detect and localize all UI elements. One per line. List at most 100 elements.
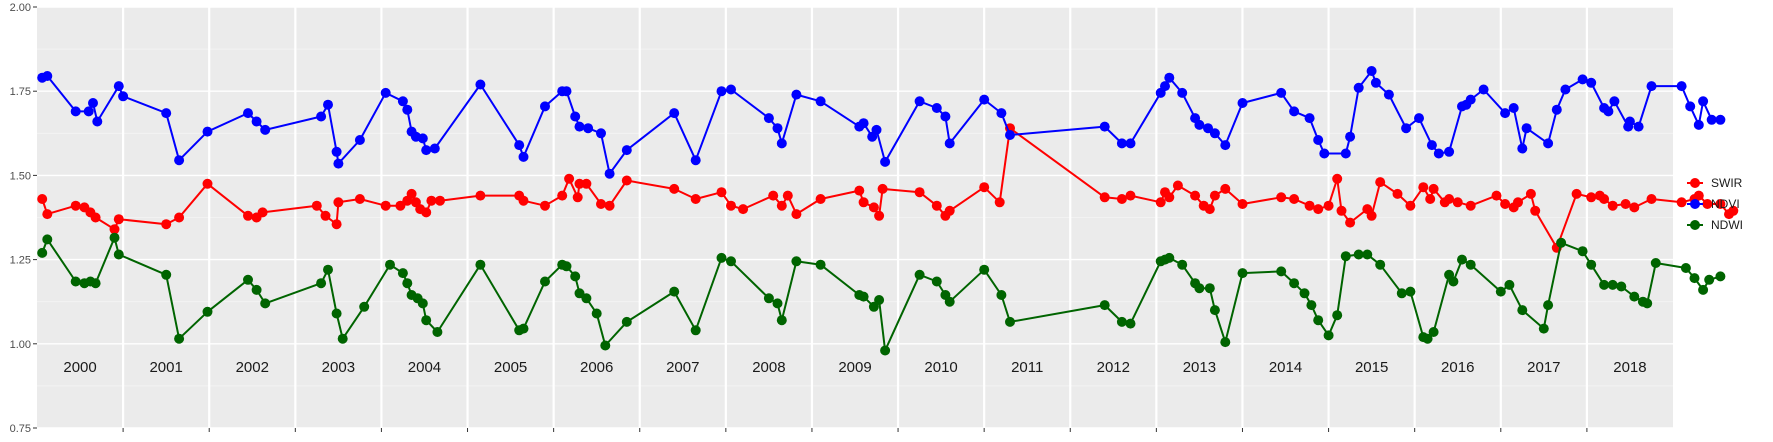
data-point-ndvi [421, 145, 432, 156]
year-label: 2003 [322, 359, 355, 376]
data-point-ndwi [323, 264, 333, 275]
data-point-ndvi [1304, 113, 1315, 124]
data-point-ndvi [583, 123, 594, 134]
data-point-ndvi [1508, 103, 1519, 113]
data-point-swir [243, 210, 253, 221]
data-point-ndwi [1538, 323, 1549, 334]
year-label: 2015 [1355, 359, 1388, 376]
data-point-ndwi [1629, 291, 1640, 302]
data-point-swir [113, 214, 124, 225]
data-point-swir [1676, 197, 1687, 208]
year-label: 2014 [1269, 359, 1302, 376]
data-point-ndvi [1194, 119, 1205, 130]
data-point-ndvi [1521, 123, 1532, 134]
series [37, 66, 1739, 356]
data-point-ndwi [1448, 276, 1459, 287]
year-label: 2008 [752, 359, 785, 376]
data-point-ndwi [690, 325, 701, 336]
year-label: 2001 [149, 359, 182, 376]
data-point-ndvi [1289, 106, 1300, 117]
data-point-swir [791, 209, 802, 220]
data-point-swir [518, 195, 529, 206]
data-point-swir [109, 224, 120, 235]
data-point-ndwi [1209, 305, 1220, 316]
data-point-swir [1599, 194, 1610, 204]
year-label: 2017 [1527, 359, 1560, 376]
y-tick-label: 1.00 [10, 339, 31, 351]
data-point-ndwi [1299, 288, 1310, 299]
data-point-ndvi [333, 158, 344, 169]
data-point-ndvi [1517, 143, 1528, 154]
data-point-swir [1190, 190, 1201, 201]
data-point-ndvi [1465, 94, 1476, 105]
data-point-ndwi [669, 286, 680, 297]
data-point-swir [1586, 192, 1597, 203]
data-point-swir [1099, 192, 1110, 203]
data-point-swir [1313, 204, 1324, 215]
data-point-ndwi [874, 295, 885, 305]
data-point-ndvi [1609, 96, 1620, 107]
data-point-swir [604, 200, 615, 211]
year-label: 2018 [1613, 359, 1646, 376]
data-point-swir [426, 195, 437, 206]
data-point-ndwi [1332, 310, 1343, 321]
data-point-swir [1345, 217, 1356, 228]
data-point-ndvi [113, 81, 124, 92]
data-point-swir [557, 190, 568, 201]
data-point-swir [1289, 194, 1300, 204]
data-point-ndvi [42, 71, 53, 81]
data-point-swir [1629, 202, 1640, 213]
data-point-ndvi [354, 135, 365, 145]
data-point-swir [1405, 200, 1416, 211]
data-point-ndwi [1194, 283, 1205, 294]
data-point-swir [1209, 190, 1220, 201]
data-point-ndvi [1603, 106, 1614, 117]
legend: SWIR NDVI NDWI [1687, 176, 1743, 232]
data-point-ndvi [1543, 138, 1554, 149]
data-point-ndwi [109, 232, 120, 243]
year-label: 2016 [1441, 359, 1474, 376]
data-point-swir [1491, 190, 1502, 201]
data-point-ndwi [359, 301, 370, 312]
data-point-swir [42, 209, 53, 220]
data-point-ndwi [1340, 251, 1351, 262]
data-point-ndwi [1116, 316, 1127, 327]
data-point-ndwi [1586, 259, 1597, 270]
data-point-ndwi [417, 298, 428, 309]
data-point-swir [1332, 173, 1343, 184]
data-point-ndvi [1478, 84, 1489, 95]
data-point-ndvi [1313, 135, 1324, 145]
data-point-ndvi [1401, 123, 1412, 134]
data-point-swir [475, 190, 486, 201]
legend-item-ndvi: NDVI [1687, 197, 1740, 211]
data-point-ndvi [561, 86, 572, 97]
data-point-ndwi [868, 301, 879, 312]
data-point-ndvi [161, 108, 172, 119]
data-point-ndwi [397, 268, 408, 279]
data-point-ndvi [1220, 140, 1231, 151]
data-point-swir [1728, 205, 1739, 216]
series-ndvi [37, 66, 1726, 179]
data-point-ndvi [979, 94, 990, 105]
data-point-ndvi [1203, 123, 1213, 134]
data-point-ndwi [402, 278, 413, 289]
data-point-ndwi [316, 278, 327, 289]
data-point-swir [174, 212, 185, 223]
data-point-swir [690, 194, 701, 204]
data-point-swir [669, 183, 680, 194]
data-point-swir [815, 194, 826, 204]
year-label: 2011 [1011, 359, 1043, 376]
data-point-ndwi [337, 333, 348, 344]
data-point-ndvi [1706, 114, 1717, 125]
data-point-ndwi [1715, 271, 1726, 282]
data-point-ndwi [1517, 305, 1528, 316]
data-point-ndvi [690, 155, 701, 166]
series-swir [37, 123, 1739, 253]
data-point-swir [874, 210, 885, 221]
data-point-swir [37, 194, 48, 204]
year-label: 2009 [838, 359, 871, 376]
year-label: 2007 [666, 359, 699, 376]
legend-marker-ndwi [1690, 220, 1700, 230]
data-point-ndwi [1422, 333, 1433, 344]
data-point-ndwi [1495, 286, 1506, 297]
